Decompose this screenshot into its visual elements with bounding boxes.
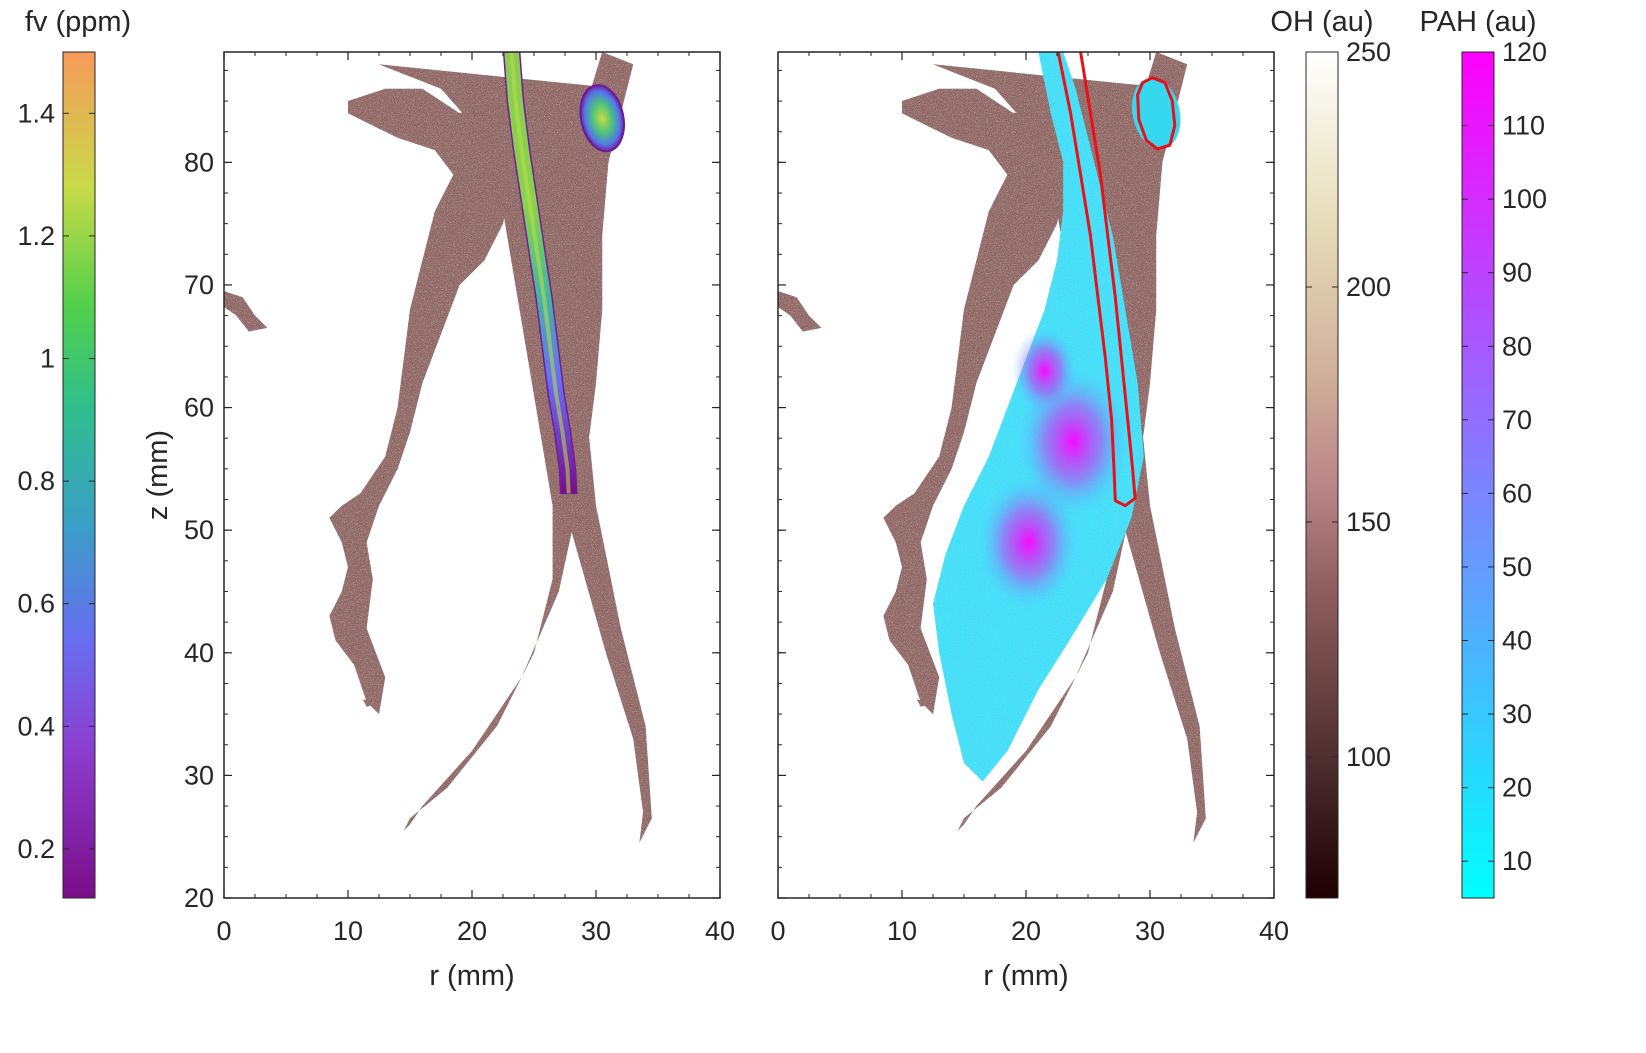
colorbar-oh-title: OH (au): [1270, 6, 1373, 38]
oh-region-islet-right: [916, 699, 930, 707]
colorbar-oh-ramp: [1305, 51, 1339, 899]
x-tick-label-left: 10: [333, 916, 363, 946]
colorbar-tick-label: 0.8: [17, 466, 55, 496]
fv-soot-filament-core: [509, 52, 571, 494]
oh-region-inner-lobe-right: [883, 88, 1070, 715]
soot-contour-1: [1056, 52, 1137, 508]
colorbar-tick-label: 1.4: [17, 98, 55, 128]
oh-region-islet-left: [362, 699, 376, 707]
pah-hotspot-3: [1011, 327, 1078, 415]
colorbar-fv: fv (ppm) 0.2 0.4 0.6 0.8 1 1.2 1.4: [17, 6, 131, 899]
colorbar-tick-label: 100: [1502, 184, 1547, 214]
colorbar-fv-title: fv (ppm): [25, 6, 131, 38]
colorbar-tick-label: 70: [1502, 405, 1532, 435]
y-tick-label-left: 20: [184, 883, 214, 913]
y-axis-label-left: z (mm): [142, 430, 174, 520]
panel-right-plot: 0 10 20 30 40 r (mm): [770, 51, 1289, 992]
colorbar-tick-label: 0.4: [17, 711, 55, 741]
x-tick-label-right: 10: [887, 916, 917, 946]
colorbar-tick-label: 40: [1502, 626, 1532, 656]
colorbar-fv-ramp: [62, 51, 96, 899]
x-tick-label-right: 30: [1135, 916, 1165, 946]
colorbar-pah-title: PAH (au): [1419, 6, 1536, 38]
fv-soot-blob: [579, 84, 625, 153]
x-tick-label-right: 40: [1259, 916, 1289, 946]
colorbar-tick-label: 60: [1502, 478, 1532, 508]
pah-hotspot-2: [978, 475, 1079, 610]
oh-region-islet-right: [778, 291, 822, 332]
soot-contour-2: [1136, 76, 1177, 151]
x-tick-label-left: 0: [216, 916, 231, 946]
x-axis-label-left: r (mm): [429, 960, 514, 992]
panel-left-plot: 0 10 20 30 40 20 30 40 50 60 70 80 r (mm) z (mm): [142, 51, 735, 992]
x-tick-label-right: 20: [1011, 916, 1041, 946]
x-tick-label-left: 40: [705, 916, 735, 946]
colorbar-tick-label: 30: [1502, 699, 1532, 729]
colorbar-tick-label: 200: [1346, 272, 1391, 302]
colorbar-tick-label: 1: [40, 344, 55, 374]
colorbar-tick-label: 1.2: [17, 221, 55, 251]
colorbar-tick-label: 110: [1502, 111, 1545, 141]
oh-region-inner-lobe-left: [329, 88, 516, 715]
x-axis-label-right: r (mm): [983, 960, 1068, 992]
y-tick-label-left: 40: [184, 638, 214, 668]
x-tick-label-right: 0: [770, 916, 785, 946]
y-tick-label-left: 50: [184, 515, 214, 545]
colorbar-tick-label: 100: [1346, 742, 1391, 772]
x-tick-label-left: 20: [457, 916, 487, 946]
oh-region-islet-left: [224, 291, 268, 332]
colorbar-tick-label: 120: [1502, 37, 1547, 67]
colorbar-tick-label: 20: [1502, 773, 1532, 803]
colorbar-tick-label: 0.2: [17, 834, 55, 864]
oh-region-outer-flame-front-right: [933, 52, 1206, 843]
colorbar-tick-label: 250: [1346, 37, 1391, 67]
y-tick-label-left: 80: [184, 147, 214, 177]
y-tick-label-left: 60: [184, 393, 214, 423]
colorbar-tick-label: 150: [1346, 507, 1391, 537]
colorbar-pah: PAH (au) 10 20 30 40 50 60 70 80 90 100 110 120: [1419, 6, 1547, 899]
colorbar-tick-label: 80: [1502, 331, 1532, 361]
colorbar-tick-label: 50: [1502, 552, 1532, 582]
y-tick-label-left: 30: [184, 760, 214, 790]
y-tick-label-left: 70: [184, 270, 214, 300]
colorbar-tick-label: 0.6: [17, 589, 55, 619]
x-tick-label-left: 30: [581, 916, 611, 946]
oh-region-outer-flame-front-left: [379, 52, 652, 843]
colorbar-pah-ramp: [1461, 51, 1495, 899]
colorbar-tick-label: 90: [1502, 258, 1532, 288]
colorbar-oh: OH (au) 100 150 200 250: [1270, 6, 1391, 899]
colorbar-tick-label: 10: [1502, 846, 1532, 876]
